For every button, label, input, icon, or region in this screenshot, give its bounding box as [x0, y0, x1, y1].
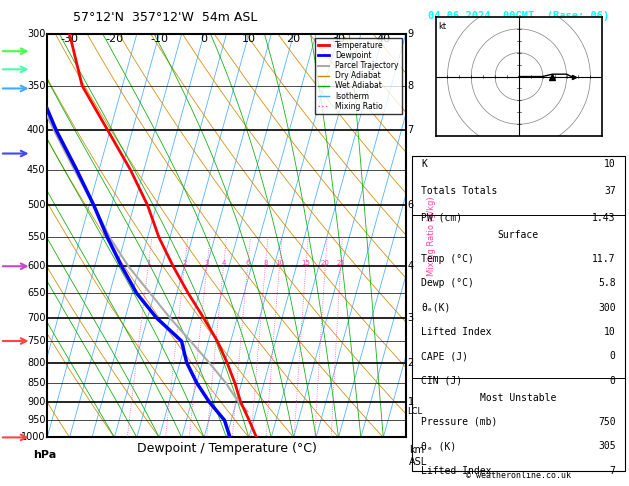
Text: 350: 350	[27, 81, 45, 91]
Text: 2: 2	[408, 358, 414, 367]
Text: Temp (°C): Temp (°C)	[421, 254, 474, 264]
Text: 1: 1	[408, 397, 414, 407]
Text: 850: 850	[27, 378, 45, 388]
Text: 8: 8	[408, 81, 414, 91]
Text: 300: 300	[598, 303, 616, 313]
Text: 1.43: 1.43	[593, 213, 616, 223]
Text: 2: 2	[182, 260, 187, 266]
Text: -20: -20	[105, 34, 123, 44]
Text: Mixing Ratio (g/kg): Mixing Ratio (g/kg)	[427, 196, 437, 276]
Text: 900: 900	[27, 397, 45, 407]
Text: 950: 950	[27, 415, 45, 425]
Text: 0: 0	[610, 376, 616, 386]
Text: 550: 550	[27, 232, 45, 242]
Text: 3: 3	[205, 260, 209, 266]
Text: km
ASL: km ASL	[409, 446, 428, 467]
Text: Totals Totals: Totals Totals	[421, 186, 498, 196]
Text: 600: 600	[27, 261, 45, 271]
Text: CAPE (J): CAPE (J)	[421, 351, 468, 362]
Text: 5.8: 5.8	[598, 278, 616, 289]
Text: 6: 6	[245, 260, 250, 266]
Text: 4: 4	[221, 260, 226, 266]
Text: 8: 8	[263, 260, 267, 266]
Text: 750: 750	[27, 336, 45, 346]
Text: 1: 1	[146, 260, 150, 266]
Text: 400: 400	[27, 125, 45, 136]
Text: 37: 37	[604, 186, 616, 196]
Text: 7: 7	[408, 125, 414, 136]
Text: 10: 10	[275, 260, 284, 266]
Text: Surface: Surface	[498, 230, 539, 240]
Text: 10: 10	[604, 327, 616, 337]
Text: 450: 450	[27, 165, 45, 175]
Text: 7: 7	[610, 466, 616, 476]
Text: -30: -30	[60, 34, 79, 44]
Text: hPa: hPa	[33, 450, 56, 459]
Text: θₑ(K): θₑ(K)	[421, 303, 450, 313]
Text: Dewp (°C): Dewp (°C)	[421, 278, 474, 289]
Text: 1000: 1000	[21, 433, 45, 442]
Text: 0: 0	[610, 351, 616, 362]
Text: Lifted Index: Lifted Index	[421, 466, 491, 476]
Text: 25: 25	[337, 260, 345, 266]
Text: © weatheronline.co.uk: © weatheronline.co.uk	[466, 471, 571, 480]
Text: 3: 3	[408, 313, 414, 323]
Text: 6: 6	[408, 200, 414, 210]
Text: 4: 4	[408, 261, 414, 271]
Text: 20: 20	[321, 260, 330, 266]
Text: 700: 700	[27, 313, 45, 323]
Text: CIN (J): CIN (J)	[421, 376, 462, 386]
Text: LCL: LCL	[408, 407, 423, 416]
Text: 0: 0	[201, 34, 208, 44]
Text: 30: 30	[331, 34, 345, 44]
Text: 500: 500	[27, 200, 45, 210]
Text: 15: 15	[301, 260, 310, 266]
Text: 305: 305	[598, 441, 616, 451]
Text: 57°12'N  357°12'W  54m ASL: 57°12'N 357°12'W 54m ASL	[74, 11, 258, 24]
Text: 10: 10	[242, 34, 256, 44]
Text: 10: 10	[604, 159, 616, 170]
Text: 20: 20	[287, 34, 301, 44]
Text: 40: 40	[376, 34, 391, 44]
Text: 650: 650	[27, 288, 45, 298]
Text: Lifted Index: Lifted Index	[421, 327, 491, 337]
Text: 800: 800	[27, 358, 45, 367]
Text: 9: 9	[408, 29, 414, 39]
Text: θₑ (K): θₑ (K)	[421, 441, 456, 451]
Text: Most Unstable: Most Unstable	[480, 393, 557, 403]
Text: K: K	[421, 159, 426, 170]
Text: 11.7: 11.7	[593, 254, 616, 264]
Legend: Temperature, Dewpoint, Parcel Trajectory, Dry Adiabat, Wet Adiabat, Isotherm, Mi: Temperature, Dewpoint, Parcel Trajectory…	[314, 38, 402, 114]
Text: -10: -10	[150, 34, 168, 44]
Text: kt: kt	[438, 22, 446, 31]
Text: 04.06.2024  00GMT  (Base: 06): 04.06.2024 00GMT (Base: 06)	[428, 11, 609, 21]
Text: 300: 300	[27, 29, 45, 39]
X-axis label: Dewpoint / Temperature (°C): Dewpoint / Temperature (°C)	[136, 442, 316, 454]
Text: Pressure (mb): Pressure (mb)	[421, 417, 498, 427]
Text: 750: 750	[598, 417, 616, 427]
Text: PW (cm): PW (cm)	[421, 213, 462, 223]
